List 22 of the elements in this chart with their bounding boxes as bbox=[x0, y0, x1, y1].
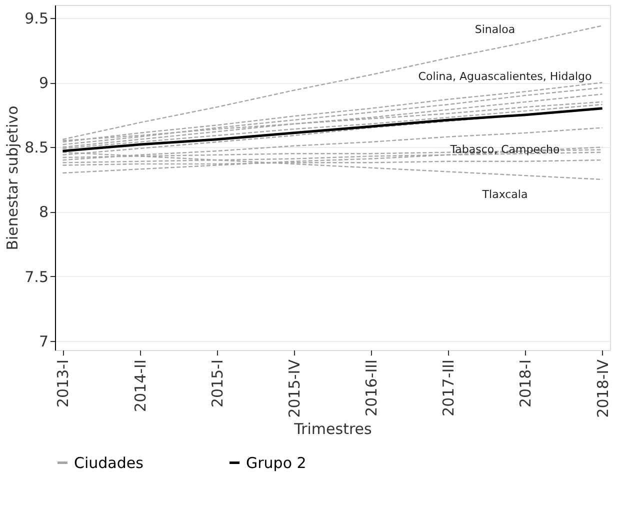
x-tick-label: 2013-I bbox=[54, 360, 72, 408]
x-tick-label: 2015-IV bbox=[285, 358, 304, 418]
annotation: Colina, Aguascalientes, Hidalgo bbox=[418, 70, 592, 83]
y-tick-label: 9.5 bbox=[24, 9, 48, 28]
annotation: Sinaloa bbox=[474, 23, 516, 36]
x-tick-label: 2017-III bbox=[440, 360, 458, 416]
legend-label: Ciudades bbox=[74, 454, 144, 472]
y-tick-label: 9 bbox=[38, 74, 48, 92]
x-tick-label: 2015-I bbox=[208, 360, 226, 408]
annotation: Tabasco, Campecho bbox=[449, 143, 560, 156]
x-axis-title: Trimestres bbox=[293, 420, 372, 438]
annotation: Tlaxcala bbox=[481, 188, 528, 201]
x-tick-label: 2016-III bbox=[362, 360, 381, 416]
y-tick-label: 8.5 bbox=[24, 138, 48, 157]
y-tick-label: 7 bbox=[38, 332, 48, 350]
y-tick-label: 7.5 bbox=[24, 268, 48, 286]
x-tick-label: 2018-IV bbox=[594, 358, 612, 418]
y-tick-label: 8 bbox=[38, 203, 48, 222]
y-axis-title: Bienestar subjetivo bbox=[4, 106, 22, 250]
x-tick-label: 2014-II bbox=[131, 360, 150, 412]
x-tick-label: 2018-I bbox=[516, 360, 535, 408]
legend-label: Grupo 2 bbox=[246, 454, 306, 472]
